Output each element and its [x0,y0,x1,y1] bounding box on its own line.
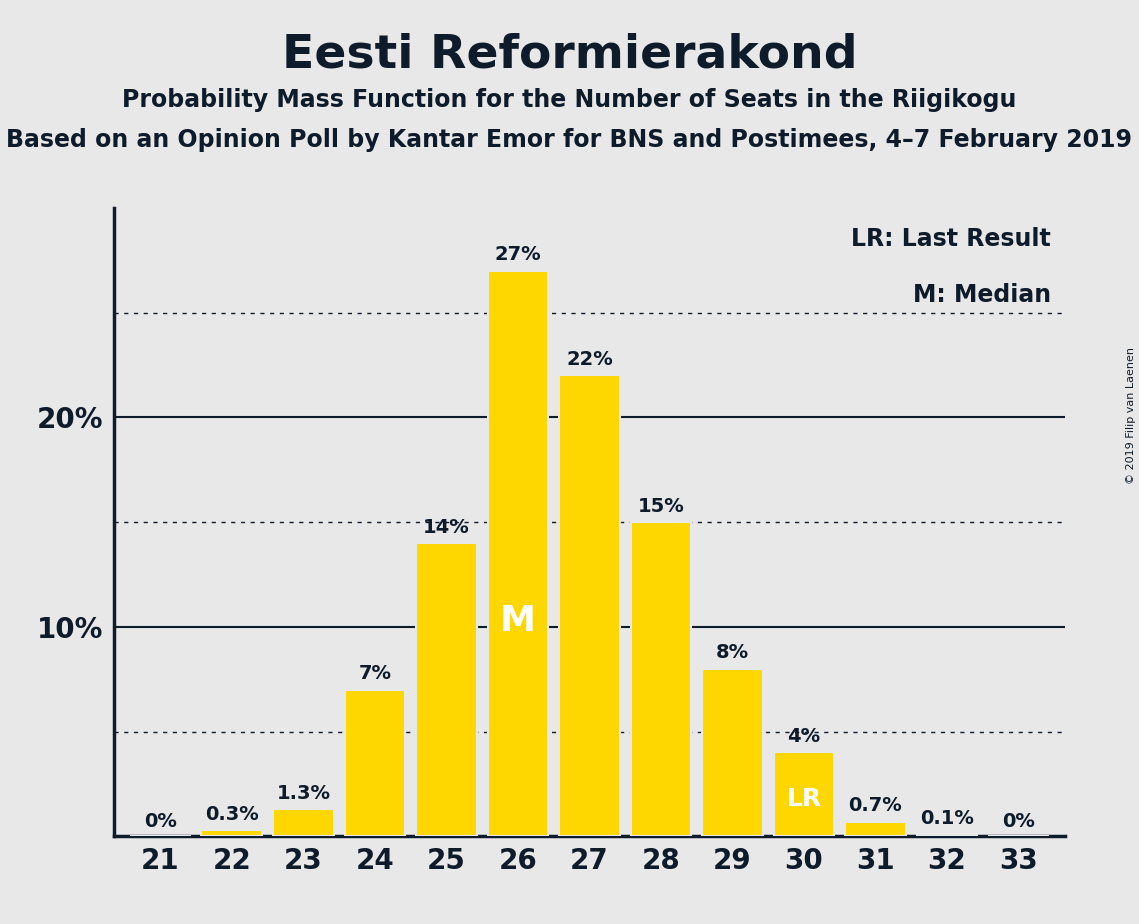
Bar [702,669,763,836]
Bar [273,809,334,836]
Text: 0.7%: 0.7% [849,796,902,815]
Text: M: Median: M: Median [912,284,1050,308]
Bar [487,271,548,836]
Bar [631,522,691,836]
Text: LR: Last Result: LR: Last Result [851,226,1050,250]
Bar [344,689,405,836]
Text: LR: LR [786,786,821,810]
Bar [845,821,906,836]
Text: 15%: 15% [638,497,685,516]
Bar [559,375,620,836]
Text: Eesti Reformierakond: Eesti Reformierakond [281,32,858,78]
Bar [773,752,835,836]
Text: 27%: 27% [494,246,541,264]
Text: © 2019 Filip van Laenen: © 2019 Filip van Laenen [1126,347,1136,484]
Bar [416,543,477,836]
Text: 8%: 8% [716,643,749,663]
Text: 0%: 0% [1002,812,1035,831]
Text: 4%: 4% [787,727,820,747]
Bar [917,834,977,836]
Text: 14%: 14% [423,517,469,537]
Text: 7%: 7% [359,664,392,684]
Text: 22%: 22% [566,350,613,370]
Text: M: M [500,604,536,638]
Text: 0%: 0% [144,812,177,831]
Text: 0.1%: 0.1% [920,808,974,828]
Text: Based on an Opinion Poll by Kantar Emor for BNS and Postimees, 4–7 February 2019: Based on an Opinion Poll by Kantar Emor … [7,128,1132,152]
Bar [202,830,262,836]
Text: 0.3%: 0.3% [205,805,259,823]
Text: Probability Mass Function for the Number of Seats in the Riigikogu: Probability Mass Function for the Number… [122,88,1017,112]
Text: 1.3%: 1.3% [277,784,330,803]
